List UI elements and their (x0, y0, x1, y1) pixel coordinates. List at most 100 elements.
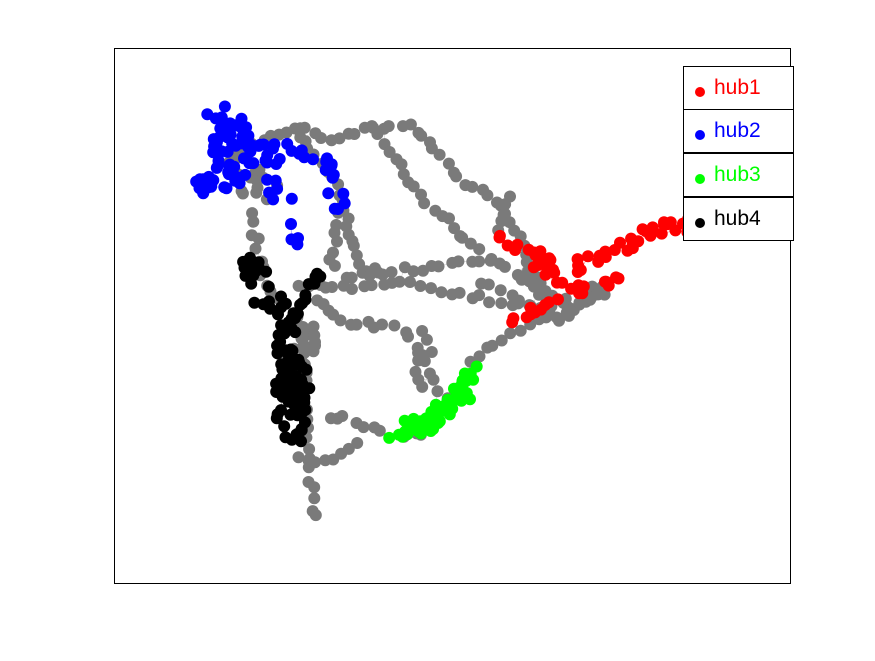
graph-node (513, 295, 525, 307)
legend-entry-hub1: hub1 (683, 66, 794, 110)
graph-node-hub2 (226, 138, 238, 150)
graph-node-hub4 (289, 326, 301, 338)
graph-node (434, 149, 446, 161)
graph-node-hub2 (253, 140, 265, 152)
graph-node (346, 283, 358, 295)
graph-node (591, 288, 603, 300)
graph-node (473, 255, 485, 267)
graph-node-hub2 (197, 187, 209, 199)
graph-node-hub1 (540, 269, 552, 281)
graph-node-hub4 (314, 271, 326, 283)
graph-node (308, 321, 320, 333)
graph-node (351, 319, 363, 331)
graph-node (498, 209, 510, 221)
graph-node-hub1 (494, 230, 506, 242)
graph-node-hub4 (299, 294, 311, 306)
graph-node-hub3 (456, 376, 468, 388)
graph-node-hub2 (263, 187, 275, 199)
graph-node-hub3 (425, 406, 437, 418)
graph-node-hub4 (288, 307, 300, 319)
graph-node (499, 261, 511, 273)
graph-node-hub2 (291, 238, 303, 250)
graph-node (366, 279, 378, 291)
hub3-marker-icon (695, 174, 705, 184)
graph-node (371, 128, 383, 140)
graph-node (386, 266, 398, 278)
graph-node-hub1 (582, 250, 594, 262)
graph-node-hub2 (239, 130, 251, 142)
graph-node (421, 334, 433, 346)
graph-node-hub2 (298, 151, 310, 163)
graph-node-hub3 (393, 429, 405, 441)
graph-node-hub4 (298, 396, 310, 408)
legend-entry-hub4: hub4 (683, 197, 794, 241)
graph-node-hub1 (544, 254, 556, 266)
graph-node-hub2 (211, 162, 223, 174)
graph-node (336, 410, 348, 422)
legend-label-hub2: hub2 (714, 119, 761, 143)
graph-node-hub1 (656, 228, 668, 240)
graph-node (310, 509, 322, 521)
graph-node (483, 279, 495, 291)
graph-node-hub2 (218, 181, 230, 193)
graph-node (495, 284, 507, 296)
graph-node-hub2 (219, 101, 231, 113)
graph-node-hub3 (437, 405, 449, 417)
graph-node (351, 437, 363, 449)
graph-node-hub1 (576, 287, 588, 299)
graph-node-hub2 (223, 168, 235, 180)
graph-node (315, 132, 327, 144)
graph-node-hub4 (260, 266, 272, 278)
graph-node-hub4 (275, 291, 287, 303)
graph-node-hub2 (322, 187, 334, 199)
graph-node (308, 481, 320, 493)
graph-node (435, 286, 447, 298)
graph-node-hub3 (467, 374, 479, 386)
graph-node-hub2 (268, 138, 280, 150)
graph-node-hub2 (321, 152, 333, 164)
graph-node (495, 297, 507, 309)
graph-node-hub2 (236, 113, 248, 125)
graph-node-hub2 (210, 112, 222, 124)
graph-node-hub4 (286, 371, 298, 383)
hub4-marker-icon (695, 218, 705, 228)
graph-node (329, 260, 341, 272)
graph-node-hub3 (403, 424, 415, 436)
graph-node (416, 381, 428, 393)
graph-node (433, 260, 445, 272)
hub1-marker-icon (695, 87, 705, 97)
graph-node (348, 128, 360, 140)
graph-node (402, 331, 414, 343)
graph-node (452, 255, 464, 267)
graph-node-hub2 (270, 175, 282, 187)
graph-node-hub1 (599, 246, 611, 258)
graph-node (293, 451, 305, 463)
graph-node (281, 127, 293, 139)
legend-label-hub1: hub1 (714, 76, 761, 100)
graph-node-hub2 (320, 164, 332, 176)
graph-node-hub4 (296, 407, 308, 419)
graph-node (383, 120, 395, 132)
graph-node-hub4 (283, 396, 295, 408)
graph-node (454, 287, 466, 299)
graph-node (425, 282, 437, 294)
graph-node (473, 243, 485, 255)
graph-node-hub3 (425, 425, 437, 437)
graph-node-hub4 (273, 329, 285, 341)
graph-node (326, 281, 338, 293)
graph-node-hub1 (610, 271, 622, 283)
graph-node (432, 385, 444, 397)
graph-node-hub1 (507, 312, 519, 324)
graph-node (388, 320, 400, 332)
graph-node (428, 374, 440, 386)
graph-node-hub2 (329, 203, 341, 215)
graph-node (483, 296, 495, 308)
graph-node (376, 319, 388, 331)
graph-node-hub4 (257, 298, 269, 310)
graph-node-hub4 (271, 386, 283, 398)
graph-node-hub4 (263, 281, 275, 293)
graph-node-hub1 (592, 256, 604, 268)
graph-node (309, 336, 321, 348)
graph-node-hub2 (224, 117, 236, 129)
graph-node (404, 276, 416, 288)
